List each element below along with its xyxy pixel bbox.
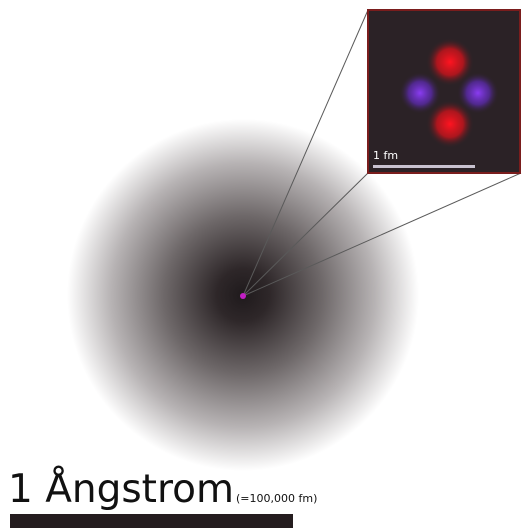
angstrom-scale-bar — [10, 514, 293, 528]
nucleus-particles — [399, 38, 499, 148]
neutron-particle — [399, 72, 441, 114]
angstrom-main-label: 1 Ångstrom — [8, 467, 235, 512]
proton-particle — [426, 38, 474, 86]
angstrom-sub-label: (=100,000 fm) — [236, 492, 318, 505]
proton-particle — [426, 100, 474, 148]
angstrom-scale-label: 1 Ångstrom (=100,000 fm) — [8, 470, 317, 509]
nucleus-dot — [240, 293, 246, 299]
fm-scale-line — [373, 165, 475, 168]
neutron-particle — [457, 72, 499, 114]
zoom-lines — [242, 9, 522, 297]
fm-scale-label: 1 fm — [373, 149, 399, 162]
